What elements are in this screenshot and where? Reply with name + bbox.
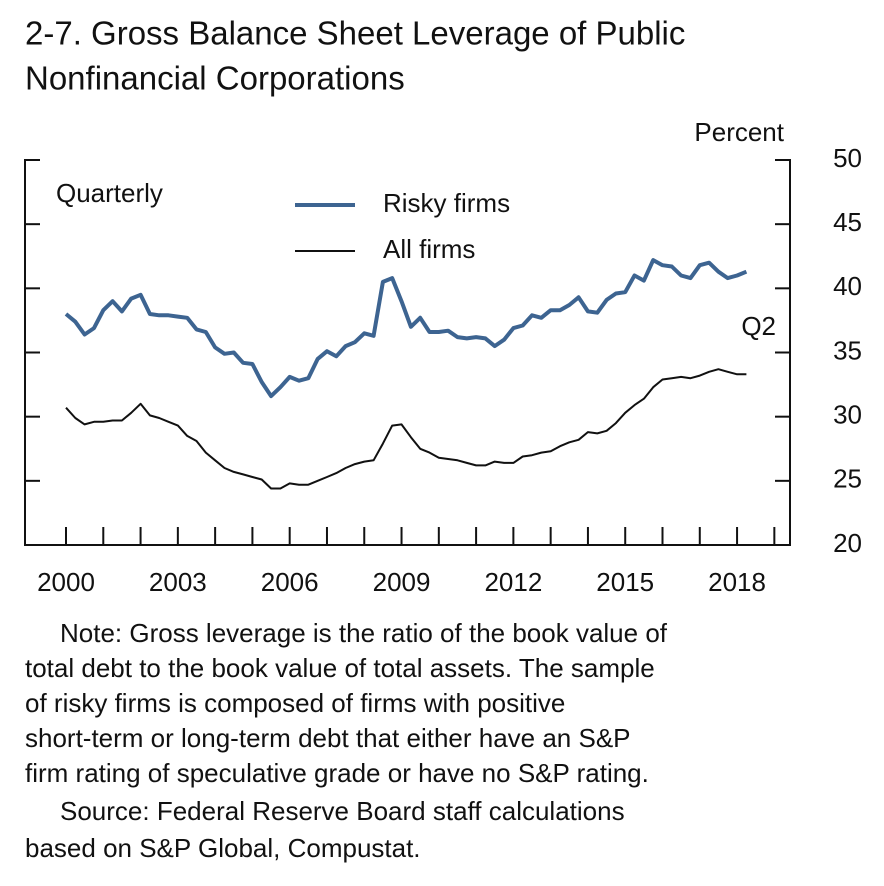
- note-line: short-term or long-term debt that either…: [25, 723, 631, 753]
- x-tick-label: 2018: [708, 567, 766, 597]
- y-tick-label: 20: [833, 528, 862, 558]
- x-tick-label: 2006: [261, 567, 319, 597]
- note-line: Note: Gross leverage is the ratio of the…: [60, 618, 668, 648]
- series-line: [65, 368, 747, 490]
- y-tick-label: 40: [833, 271, 862, 301]
- y-tick-label: 30: [833, 400, 862, 430]
- annotation: Quarterly: [56, 178, 163, 208]
- note-line: total debt to the book value of total as…: [25, 653, 655, 683]
- annotation: Q2: [741, 311, 776, 341]
- legend-label: Risky firms: [383, 188, 510, 218]
- y-tick-label: 45: [833, 207, 862, 237]
- source-line: based on S&P Global, Compustat.: [25, 833, 421, 863]
- x-tick-label: 2012: [484, 567, 542, 597]
- note-line: firm rating of speculative grade or have…: [25, 758, 649, 788]
- legend-label: All firms: [383, 234, 475, 264]
- x-tick-label: 2009: [373, 567, 431, 597]
- x-tick-label: 2015: [596, 567, 654, 597]
- y-tick-label: 50: [833, 143, 862, 173]
- y-axis-label: Percent: [694, 117, 784, 147]
- chart-title: 2-7. Gross Balance Sheet Leverage of Pub…: [25, 15, 685, 52]
- x-tick-label: 2003: [149, 567, 207, 597]
- chart-title: Nonfinancial Corporations: [25, 60, 405, 97]
- x-tick-label: 2000: [37, 567, 95, 597]
- series-line: [64, 258, 748, 399]
- source-line: Source: Federal Reserve Board staff calc…: [60, 796, 625, 826]
- y-tick-label: 25: [833, 464, 862, 494]
- note-line: of risky firms is composed of firms with…: [25, 688, 565, 718]
- y-tick-label: 35: [833, 335, 862, 365]
